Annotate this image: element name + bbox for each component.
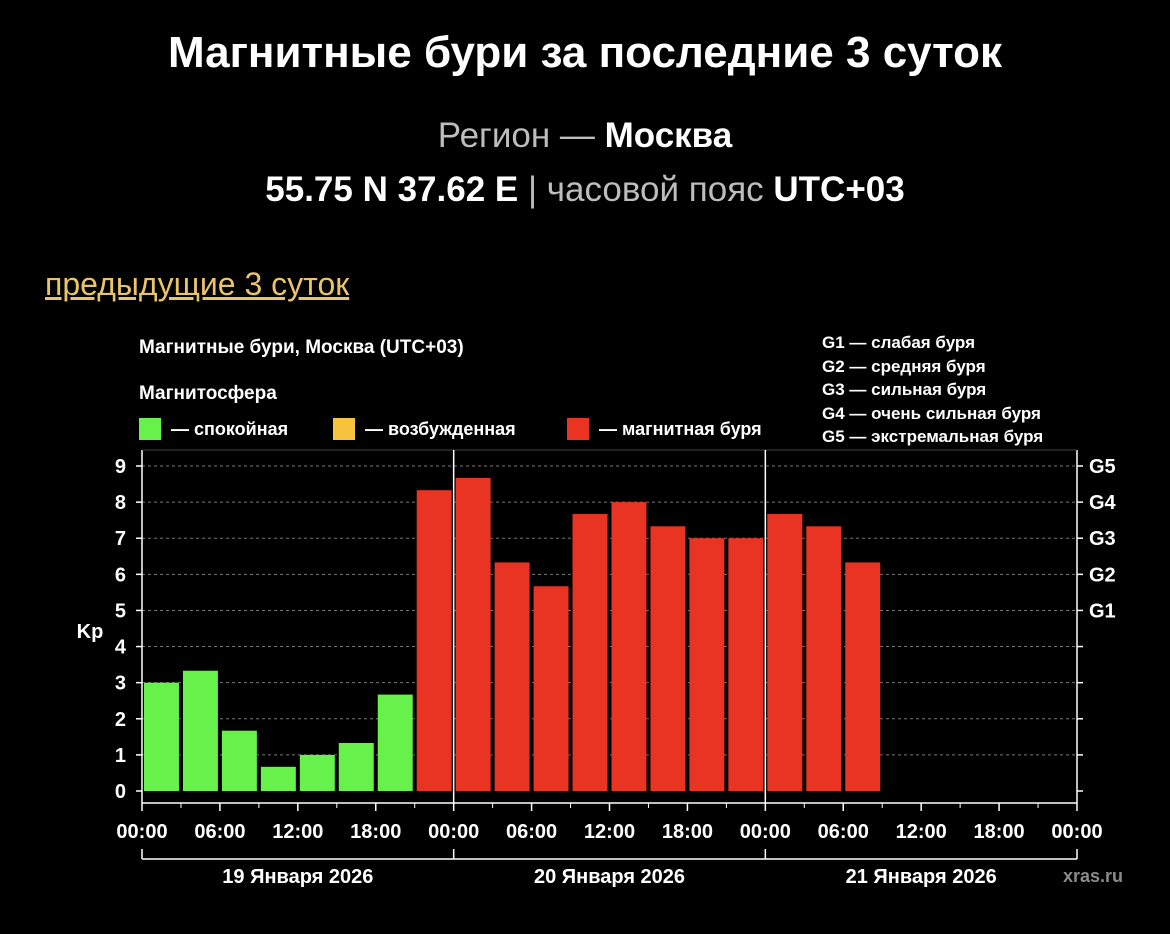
day-label: 21 Января 2026 — [846, 866, 997, 888]
day-label: 19 Января 2026 — [222, 866, 373, 888]
region-label: Регион — — [437, 116, 595, 155]
x-tick-label: 00:00 — [740, 821, 791, 843]
kp-bar — [416, 490, 452, 791]
kp-bar — [182, 670, 218, 791]
kp-bar — [299, 754, 335, 791]
x-tick-label: 06:00 — [194, 821, 245, 843]
kp-bar — [221, 730, 257, 791]
y-axis-label: Kp — [77, 621, 104, 643]
x-tick-label: 00:00 — [428, 821, 479, 843]
x-tick-label: 12:00 — [272, 821, 323, 843]
storm-scale-g4: G4 — очень сильная буря — [822, 403, 1041, 423]
legend-title: Магнитосфера — [139, 383, 277, 404]
right-tick-label: G3 — [1089, 528, 1116, 550]
storm-scale-g1: G1 — слабая буря — [822, 333, 976, 352]
legend-label-storm: — магнитная буря — [599, 418, 762, 439]
kp-bar — [572, 514, 608, 791]
y-tick-label: 9 — [115, 456, 126, 478]
region-line: Регион — Москва — [0, 116, 1170, 156]
kp-bar — [611, 502, 647, 791]
x-tick-label: 12:00 — [584, 821, 635, 843]
separator: | — [527, 170, 538, 209]
x-tick-label: 06:00 — [506, 821, 557, 843]
previous-3-days-link[interactable]: предыдущие 3 суток — [45, 266, 350, 302]
page-title: Магнитные бури за последние 3 суток — [167, 28, 1003, 77]
legend-swatch-active — [333, 418, 355, 440]
storm-scale-g2: G2 — средняя буря — [822, 356, 986, 376]
y-tick-label: 7 — [115, 528, 126, 550]
y-tick-label: 4 — [115, 637, 127, 659]
kp-bar — [689, 538, 725, 791]
kp-bar — [806, 526, 842, 791]
kp-bar — [260, 766, 296, 791]
right-tick-label: G2 — [1089, 564, 1116, 586]
kp-bar — [767, 514, 803, 791]
storm-scale-g3: G3 — сильная буря — [822, 380, 987, 399]
storm-scale-g5: G5 — экстремальная буря — [822, 427, 1044, 446]
kp-bar — [845, 562, 881, 791]
right-tick-label: G4 — [1089, 492, 1117, 514]
kp-bar — [377, 694, 413, 791]
legend-storm: — магнитная буря — [567, 416, 762, 442]
right-tick-label: G5 — [1089, 456, 1116, 478]
kp-bar — [650, 526, 686, 791]
timezone-label: часовой пояс — [546, 170, 764, 209]
kp-bar — [728, 538, 764, 791]
kp-bar — [144, 682, 179, 791]
x-tick-label: 06:00 — [818, 821, 869, 843]
region-name: Москва — [604, 116, 733, 155]
x-tick-label: 00:00 — [116, 821, 167, 843]
y-tick-label: 2 — [115, 709, 126, 731]
y-tick-label: 1 — [115, 745, 126, 767]
storm-scale-legend: G1 — слабая буря G2 — средняя буря G3 — … — [822, 331, 1043, 449]
x-tick-label: 12:00 — [896, 821, 947, 843]
timezone-value: UTC+03 — [773, 170, 905, 209]
legend-label-quiet: — спокойная — [171, 418, 289, 439]
y-tick-label: 5 — [115, 600, 126, 622]
coordinates: 55.75 N 37.62 E — [265, 170, 519, 209]
x-tick-label: 00:00 — [1051, 821, 1102, 843]
x-tick-label: 18:00 — [974, 821, 1025, 843]
watermark: xras.ru — [1063, 866, 1123, 886]
legend-swatch-storm — [567, 418, 589, 440]
y-tick-label: 3 — [115, 673, 126, 695]
location-line: 55.75 N 37.62 E | часовой пояс UTC+03 — [0, 170, 1170, 210]
chart-title: Магнитные бури, Москва (UTC+03) — [139, 337, 464, 358]
y-tick-label: 0 — [115, 781, 126, 803]
legend-quiet: — спокойная — [139, 416, 288, 442]
y-tick-label: 6 — [115, 564, 126, 586]
kp-bar — [338, 742, 374, 791]
kp-bar — [455, 477, 491, 791]
right-tick-label: G1 — [1089, 600, 1116, 622]
kp-bar — [533, 586, 569, 791]
x-tick-label: 18:00 — [662, 821, 713, 843]
day-label: 20 Января 2026 — [534, 866, 685, 888]
legend-label-active: — возбужденная — [365, 418, 516, 439]
x-tick-label: 18:00 — [350, 821, 401, 843]
y-tick-label: 8 — [115, 492, 126, 514]
legend-swatch-quiet — [139, 418, 161, 440]
kp-bar — [494, 562, 530, 791]
legend-active: — возбужденная — [333, 416, 516, 442]
